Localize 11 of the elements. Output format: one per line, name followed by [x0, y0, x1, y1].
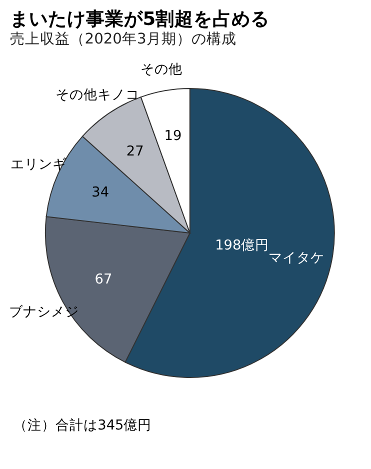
text: （注）合計は345億円 [14, 417, 152, 434]
data-label: 27 [126, 143, 144, 160]
slice-label: その他 [140, 61, 182, 78]
data-label: 19 [164, 128, 182, 144]
slice-label: マイタケ [268, 250, 324, 266]
chart-title: まいたけ事業が5割超を占める [10, 8, 270, 30]
data-label: 198億円 [215, 237, 270, 254]
slice-label: その他キノコ [55, 87, 140, 104]
data-label: 34 [92, 184, 110, 201]
data-label: 67 [94, 272, 112, 288]
chart-subtitle: 売上収益（2020年3月期）の構成 [10, 30, 236, 48]
